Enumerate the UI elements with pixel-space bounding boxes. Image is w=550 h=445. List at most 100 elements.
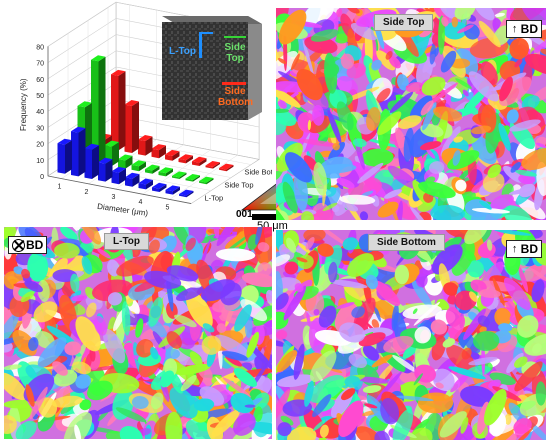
bar-side [105, 159, 113, 182]
bar-top [165, 149, 180, 156]
series-label: Side Top [224, 180, 253, 189]
ebsd-map-l-top: L-Top BD [4, 227, 272, 439]
bar-top [104, 140, 119, 147]
arrow-up-icon: ↑ [511, 242, 518, 255]
y-tick-label: 80 [36, 44, 44, 51]
bar [57, 138, 72, 174]
y-tick-label: 70 [36, 61, 44, 68]
bar-side [98, 56, 106, 164]
y-tick-label: 40 [36, 109, 44, 116]
bar-front [111, 171, 119, 185]
arrow-up-icon: ↑ [511, 22, 518, 35]
panel-label-side-top: Side Top [374, 14, 434, 31]
bar-front [165, 154, 173, 161]
bar-top [165, 185, 180, 192]
bar [152, 182, 167, 192]
bar-side [146, 180, 153, 190]
y-axis-title: Frequency (%) [19, 78, 28, 131]
bar-side [112, 142, 119, 166]
bar-top [185, 174, 200, 180]
bar-top [158, 167, 173, 174]
bar [165, 149, 180, 161]
ebsd-map-image [4, 227, 272, 439]
bar-top [219, 163, 234, 170]
y-tick-label: 30 [36, 125, 44, 132]
bar-front [219, 168, 227, 172]
bar [199, 176, 214, 185]
bar-side [132, 101, 139, 153]
x-tick-label: 2 [85, 189, 89, 196]
x-axis [47, 175, 192, 204]
bd-label: BD [26, 238, 44, 252]
panel-label-side-bottom: Side Bottom [368, 234, 445, 251]
bar-front [125, 177, 133, 187]
bar-side [173, 186, 180, 195]
bd-label: BD [520, 242, 538, 256]
bar-front [57, 143, 65, 174]
sample-inset: L-Top Side Top Side Bottom [162, 16, 266, 120]
bar-side [179, 172, 187, 179]
bar [138, 178, 153, 190]
bar-top [91, 55, 106, 62]
bar-front [179, 194, 187, 198]
bar-side [132, 174, 140, 187]
bar-front [192, 161, 200, 166]
ebsd-map-image [276, 230, 546, 440]
bar-side [199, 158, 207, 166]
bar-top [179, 189, 194, 196]
bar-front [199, 181, 207, 185]
bar-side [206, 178, 214, 185]
bar [205, 161, 220, 169]
bar [125, 172, 140, 187]
bar-front [91, 59, 99, 164]
bar-top [84, 143, 99, 150]
ebsd-map-side-top: Side Top ↑ BD [276, 8, 546, 220]
bar [151, 144, 166, 159]
histogram-panel: 0 10 20 30 40 50 60 70 80 1 2 3 4 5 Frequency (%) Diame… [0, 0, 272, 228]
build-direction-indicator: BD [8, 236, 48, 254]
bar-side [139, 161, 146, 172]
bar-front [152, 187, 160, 192]
y-tick-label: 60 [36, 77, 44, 84]
bar-top [71, 126, 86, 133]
bar-side [65, 140, 72, 174]
bar-front [205, 165, 213, 169]
bar-side [159, 184, 167, 192]
bar [71, 126, 86, 177]
x-tick-label: 3 [112, 194, 116, 201]
bar [138, 135, 153, 156]
bar-front [138, 139, 146, 156]
bar [91, 55, 106, 164]
bar-front [131, 164, 139, 172]
bar-side [152, 166, 160, 174]
bar-side [166, 168, 173, 177]
bar-front [98, 162, 106, 182]
bar [165, 185, 180, 195]
bar-top [131, 160, 146, 167]
bar-side [92, 145, 99, 179]
bar-front [178, 158, 186, 164]
bar-front [172, 175, 180, 179]
bar-top [138, 178, 153, 185]
bar-front [71, 131, 79, 177]
series-label: L-Top [204, 193, 223, 202]
bar-front [165, 189, 173, 195]
bar-top [111, 69, 126, 76]
bar-top [199, 176, 214, 183]
bar [118, 154, 133, 169]
ipf-label-001: 001 [236, 209, 253, 220]
bar [98, 157, 113, 182]
bar-side [118, 71, 126, 151]
bar-side [213, 162, 220, 169]
y-tick-label: 0 [40, 174, 44, 181]
bar-side [125, 155, 133, 169]
bar [172, 171, 187, 179]
bar-side [172, 151, 180, 161]
bar-top [111, 166, 126, 173]
bar-top [124, 100, 139, 106]
bar-top [125, 172, 140, 179]
bar-side [159, 145, 166, 159]
bar-side [186, 155, 193, 164]
ebsd-map-side-bottom: Side Bottom ↑ BD [276, 230, 546, 440]
bar [111, 69, 126, 151]
